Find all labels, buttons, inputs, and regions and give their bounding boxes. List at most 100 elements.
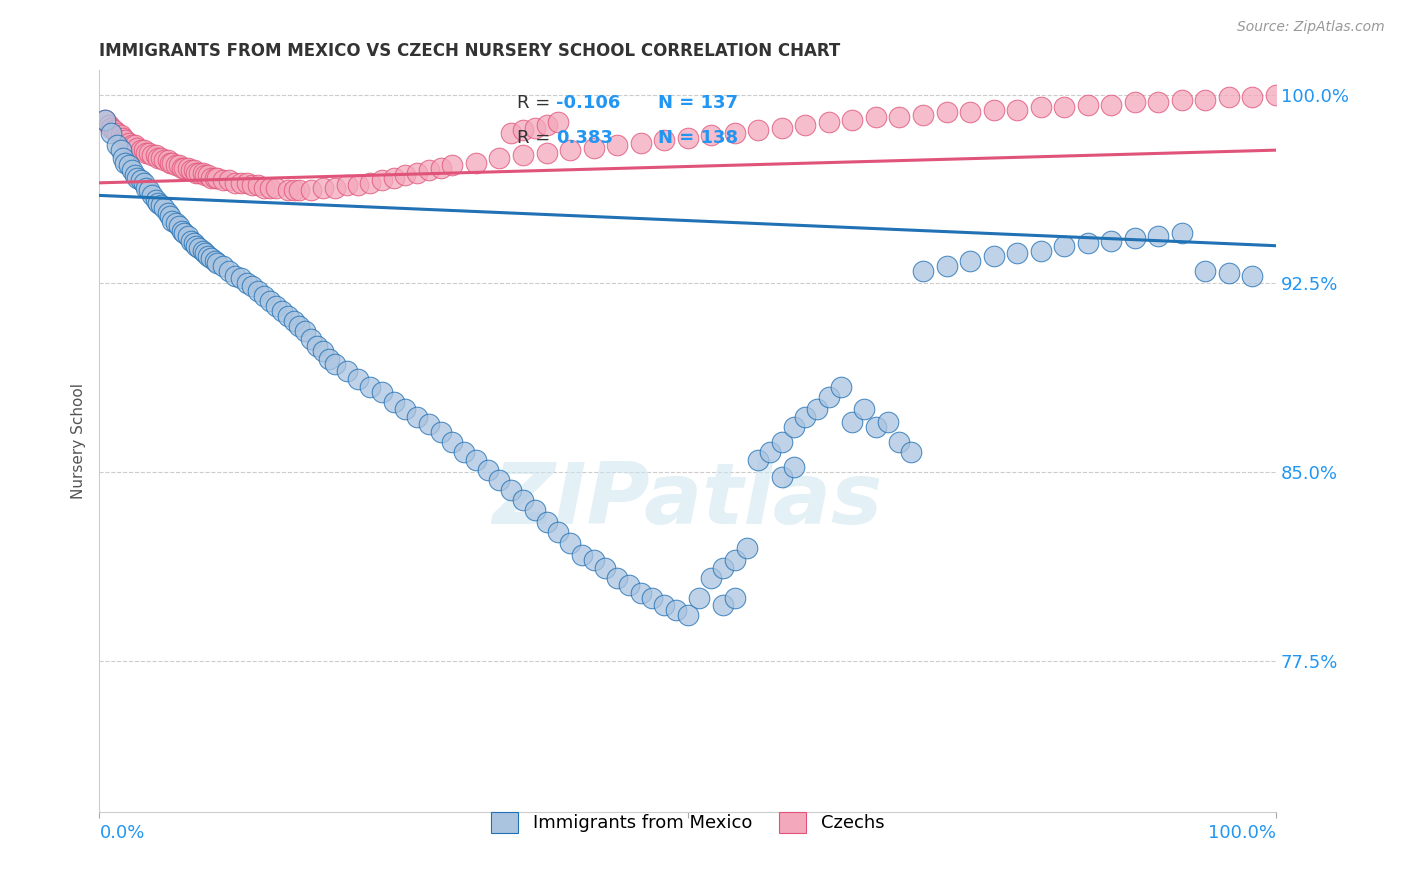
Point xyxy=(1005,103,1028,117)
Point xyxy=(124,169,146,183)
Point xyxy=(464,452,486,467)
Point xyxy=(453,445,475,459)
Point xyxy=(200,170,222,185)
Point xyxy=(865,111,887,125)
Point xyxy=(253,289,276,303)
Text: 0.383: 0.383 xyxy=(555,129,613,147)
Point xyxy=(156,206,179,220)
Point xyxy=(170,224,193,238)
Point xyxy=(224,176,246,190)
Point xyxy=(711,599,734,613)
Point xyxy=(652,133,675,147)
Point xyxy=(1077,98,1099,112)
Point xyxy=(114,133,136,147)
Point xyxy=(183,163,205,178)
Point xyxy=(711,560,734,574)
Point xyxy=(145,194,167,208)
Point xyxy=(121,138,143,153)
Point xyxy=(688,591,710,605)
Point xyxy=(218,173,240,187)
Point xyxy=(1171,93,1194,107)
Point xyxy=(197,249,219,263)
Point xyxy=(1099,234,1122,248)
Point xyxy=(1218,90,1240,104)
Point xyxy=(204,170,226,185)
Point xyxy=(148,196,170,211)
Point xyxy=(359,379,381,393)
Point xyxy=(1194,93,1216,107)
Point xyxy=(105,138,128,153)
Point xyxy=(501,126,523,140)
Point xyxy=(770,470,793,484)
Point xyxy=(441,158,464,172)
Point xyxy=(135,145,157,160)
Text: 0.0%: 0.0% xyxy=(100,824,145,842)
Point xyxy=(323,357,346,371)
Point xyxy=(145,148,167,162)
Point xyxy=(242,178,264,193)
Point xyxy=(359,176,381,190)
Point xyxy=(100,120,122,135)
Point xyxy=(159,209,181,223)
Point xyxy=(124,138,146,153)
Point xyxy=(103,123,125,137)
Point xyxy=(118,136,141,150)
Point xyxy=(652,599,675,613)
Point xyxy=(149,198,172,212)
Point xyxy=(911,264,934,278)
Point xyxy=(288,183,311,197)
Point xyxy=(165,216,187,230)
Point xyxy=(1123,231,1146,245)
Point xyxy=(312,181,335,195)
Point xyxy=(394,402,416,417)
Point xyxy=(335,178,357,193)
Point xyxy=(247,284,270,298)
Point xyxy=(307,339,329,353)
Point xyxy=(110,128,132,142)
Point xyxy=(889,111,911,125)
Point xyxy=(200,252,222,266)
Point xyxy=(141,188,163,202)
Point xyxy=(283,314,305,328)
Point xyxy=(242,279,264,293)
Point xyxy=(558,143,581,157)
Point xyxy=(547,115,569,129)
Point xyxy=(264,299,287,313)
Point xyxy=(134,176,156,190)
Point xyxy=(138,183,160,197)
Point xyxy=(523,120,546,135)
Text: Source: ZipAtlas.com: Source: ZipAtlas.com xyxy=(1237,20,1385,34)
Point xyxy=(283,183,305,197)
Point xyxy=(148,151,170,165)
Point xyxy=(188,166,211,180)
Point xyxy=(135,181,157,195)
Point xyxy=(911,108,934,122)
Point xyxy=(111,151,134,165)
Point xyxy=(194,169,217,183)
Point xyxy=(184,238,207,252)
Point xyxy=(818,390,841,404)
Point xyxy=(1005,246,1028,260)
Point xyxy=(100,126,122,140)
Point xyxy=(1171,226,1194,240)
Point xyxy=(259,294,281,309)
Point xyxy=(418,417,440,432)
Point xyxy=(191,244,214,258)
Point xyxy=(299,332,322,346)
Point xyxy=(191,166,214,180)
Point xyxy=(111,130,134,145)
Text: IMMIGRANTS FROM MEXICO VS CZECH NURSERY SCHOOL CORRELATION CHART: IMMIGRANTS FROM MEXICO VS CZECH NURSERY … xyxy=(100,42,841,60)
Point xyxy=(782,420,804,434)
Point xyxy=(617,578,640,592)
Point xyxy=(253,181,276,195)
Point xyxy=(794,118,817,132)
Point xyxy=(1147,228,1170,243)
Point xyxy=(900,445,922,459)
Point xyxy=(523,503,546,517)
Point xyxy=(94,112,117,127)
Point xyxy=(983,249,1005,263)
Point xyxy=(582,140,605,154)
Point xyxy=(865,420,887,434)
Point xyxy=(782,460,804,475)
Point xyxy=(114,155,136,169)
